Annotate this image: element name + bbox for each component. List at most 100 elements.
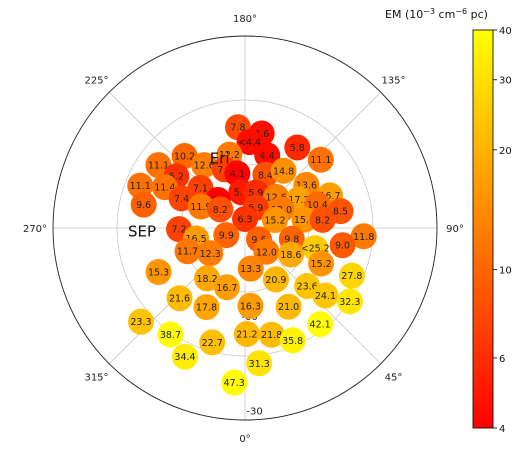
em-point-marker xyxy=(213,274,240,301)
em-point: 15.3 xyxy=(145,259,172,286)
em-point: 22.7 xyxy=(199,329,226,356)
em-point-label: <4.4 xyxy=(238,138,261,149)
em-point-label: 15.2 xyxy=(264,215,285,226)
em-point-label: 22.7 xyxy=(202,338,223,349)
em-point-label: 10.4 xyxy=(307,200,328,211)
em-point-marker xyxy=(277,241,304,268)
em-point-label: 11.4 xyxy=(154,183,175,194)
em-point-marker xyxy=(336,288,363,315)
em-point-label: 6.9 xyxy=(248,203,263,214)
em-point: 11.1 xyxy=(307,146,334,173)
em-point-label: 9.0 xyxy=(335,241,350,252)
angle-tick-label: 45° xyxy=(385,372,403,383)
radial-tick-label: -30 xyxy=(246,407,262,418)
em-point-label: 42.1 xyxy=(310,320,331,331)
angle-tick-label: 180° xyxy=(233,14,257,25)
em-point: 14.8 xyxy=(270,157,297,184)
em-point-marker xyxy=(232,206,258,232)
angle-tick-label: 270° xyxy=(23,224,47,235)
em-point-label: 9.6 xyxy=(251,235,266,246)
em-point: 6.3 xyxy=(232,206,258,232)
em-point: 20.9 xyxy=(262,266,289,293)
em-point-label: 5.0 xyxy=(234,188,249,199)
em-point-label: 18.6 xyxy=(280,250,301,261)
em-point: 27.8 xyxy=(338,262,365,289)
em-point: 21.2 xyxy=(233,320,260,347)
em-point-marker xyxy=(207,196,234,223)
em-point-marker xyxy=(221,369,248,396)
em-point-marker xyxy=(237,292,264,319)
em-point-marker xyxy=(127,308,154,335)
colorbar-title: EM (10−3 cm−6 pc) xyxy=(385,7,488,21)
em-point-marker xyxy=(253,238,280,265)
colorbar-ticks: 40 30 20 10 6 4 xyxy=(493,26,512,435)
em-point: 21.6 xyxy=(166,285,193,312)
em-point-marker xyxy=(197,240,224,267)
colorbar-frame xyxy=(472,29,494,429)
em-point: 18.6 xyxy=(277,241,304,268)
colorbar-tick-label: 6 xyxy=(499,354,505,365)
em-point-label: 17.8 xyxy=(196,303,217,314)
colorbar-tick-label: 20 xyxy=(499,146,512,157)
em-point-label: 9.8 xyxy=(284,234,299,245)
em-point-label: 24.1 xyxy=(315,291,336,302)
em-point-marker xyxy=(174,238,201,265)
em-point-label: 27.8 xyxy=(341,271,362,282)
em-point-label: 5.9 xyxy=(248,188,263,199)
em-point-label: 34.4 xyxy=(174,352,195,363)
em-point-marker xyxy=(329,232,356,259)
em-point-label: 16.7 xyxy=(216,283,237,294)
em-point: 47.3 xyxy=(221,369,248,396)
em-point-marker xyxy=(171,142,198,169)
em-point-label: <25.2 xyxy=(301,244,330,255)
em-point-marker xyxy=(194,265,221,292)
polar-outer-ring xyxy=(52,35,438,421)
colorbar-tick-label: 30 xyxy=(499,76,512,87)
em-point: 4.4 xyxy=(254,142,281,169)
em-point-label: 21.8 xyxy=(261,330,282,341)
em-point-label: 8.5 xyxy=(333,207,348,218)
em-point-marker xyxy=(308,250,335,277)
colorbar-title-part2: cm xyxy=(435,8,455,21)
em-point-marker xyxy=(262,266,289,293)
em-point-marker xyxy=(258,321,285,348)
em-point-label: 35.8 xyxy=(282,336,303,347)
em-point-marker xyxy=(338,262,365,289)
em-point-marker xyxy=(261,206,288,233)
colorbar-tick-label: 40 xyxy=(499,26,512,37)
em-point-marker xyxy=(233,320,260,347)
em-point-marker xyxy=(213,222,240,249)
em-point: 11.8 xyxy=(350,223,377,250)
em-point-label: 9.6 xyxy=(136,200,151,211)
angle-tick-label: 135° xyxy=(381,76,405,87)
em-point-label: 7.2 xyxy=(171,225,186,236)
em-point-label: 7.1 xyxy=(193,183,208,194)
em-point-label: 20.9 xyxy=(265,275,286,286)
em-point-label: 11.1 xyxy=(130,181,151,192)
colorbar-gradient xyxy=(473,30,493,428)
em-point-label: 21.0 xyxy=(278,302,299,313)
em-point: 23.3 xyxy=(127,308,154,335)
em-point: 8.2 xyxy=(309,206,336,233)
em-point: 10.2 xyxy=(171,142,198,169)
em-point: 11.7 xyxy=(174,238,201,265)
em-point: 12.3 xyxy=(197,240,224,267)
em-point: 11.9 xyxy=(187,193,214,220)
em-point-label: 12.2 xyxy=(219,150,240,161)
em-point-marker xyxy=(291,206,318,233)
em-point-marker xyxy=(236,129,263,156)
em-point-label: 23.3 xyxy=(130,317,151,328)
em-point-label: 23.6 xyxy=(297,281,318,292)
em-point-marker xyxy=(279,327,306,354)
em-point-label: 17.2 xyxy=(288,195,309,206)
em-point-label: 8.2 xyxy=(213,205,228,216)
em-point-marker xyxy=(307,146,334,173)
angle-tick-label: 225° xyxy=(84,76,108,87)
em-point: 15.2 xyxy=(308,250,335,277)
em-point: 15.2 xyxy=(261,206,288,233)
em-point-marker xyxy=(199,329,226,356)
em-point-label: 7.4 xyxy=(174,194,189,205)
em-point-label: 11.9 xyxy=(190,202,211,213)
colorbar: EM (10−3 cm−6 pc) 40 30 20 10 6 4 xyxy=(385,7,512,435)
